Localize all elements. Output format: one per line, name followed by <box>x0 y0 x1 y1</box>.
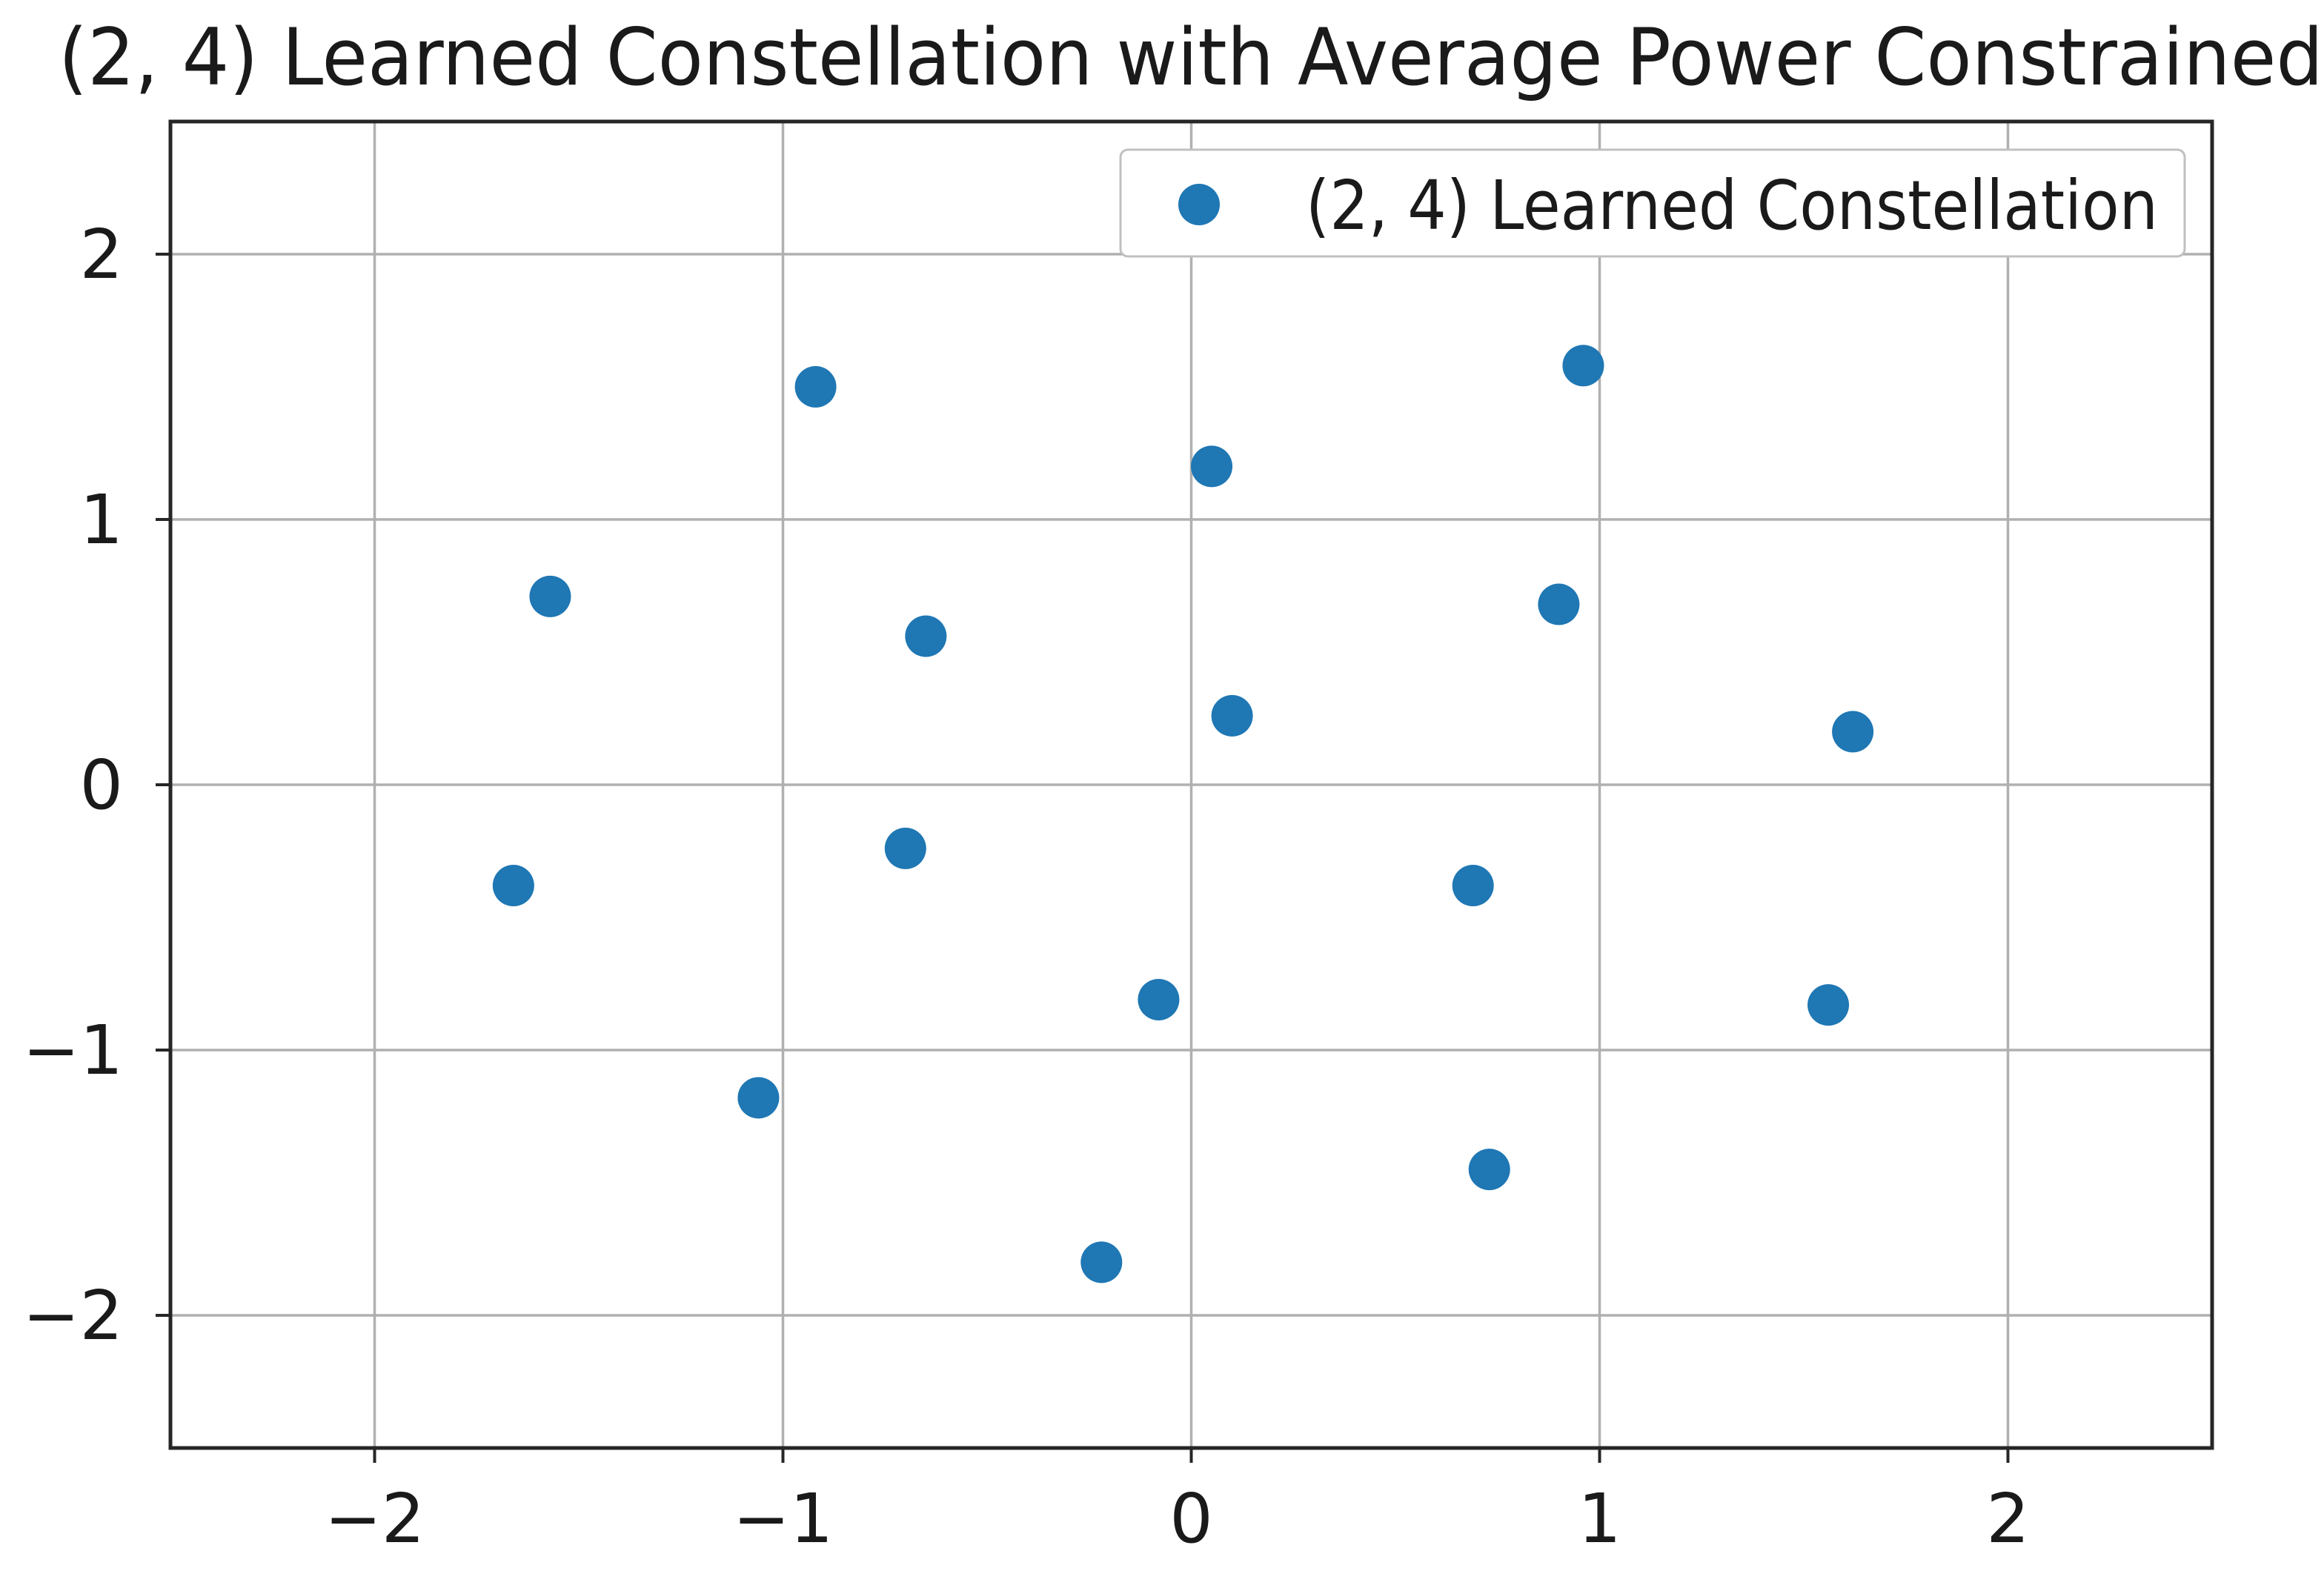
scatter-point <box>1211 694 1253 737</box>
scatter-point <box>1832 711 1874 753</box>
x-tick-label: −2 <box>325 1479 425 1558</box>
chart-title: (2, 4) Learned Constellation with Averag… <box>59 12 2323 103</box>
x-tick-label: −1 <box>733 1479 834 1558</box>
x-tick-label: 2 <box>1986 1479 2030 1558</box>
y-tick-label: 0 <box>79 745 123 825</box>
legend-marker-icon <box>1178 184 1220 225</box>
scatter-point <box>1538 583 1580 625</box>
scatter-point <box>794 366 837 408</box>
x-tick-label: 1 <box>1578 1479 1621 1558</box>
scatter-point <box>1080 1241 1123 1283</box>
scatter-point <box>737 1077 780 1119</box>
scatter-points <box>492 345 1874 1283</box>
scatter-point <box>492 865 534 907</box>
legend-box <box>1119 148 2186 258</box>
scatter-point <box>905 615 947 657</box>
scatter-point <box>529 575 571 617</box>
y-tick-label: −2 <box>22 1276 123 1355</box>
x-tick-label: 0 <box>1169 1479 1213 1558</box>
scatter-point <box>1468 1149 1510 1191</box>
y-tick-label: 1 <box>79 480 123 559</box>
scatter-point <box>1138 978 1180 1020</box>
scatter-point <box>1562 345 1604 387</box>
scatter-point <box>884 827 926 869</box>
legend: (2, 4) Learned Constellation <box>1119 148 2186 258</box>
scatter-point <box>1452 865 1494 907</box>
y-tick-label: 2 <box>79 215 123 294</box>
legend-label: (2, 4) Learned Constellation <box>1306 166 2158 245</box>
grid-layer <box>170 122 2212 1448</box>
tick-layer: −2 −1 0 1 2 −2 −1 0 1 2 <box>22 215 2029 1558</box>
scatter-point <box>1807 984 1850 1026</box>
y-tick-label: −1 <box>22 1011 123 1090</box>
scatter-point <box>1191 445 1233 488</box>
